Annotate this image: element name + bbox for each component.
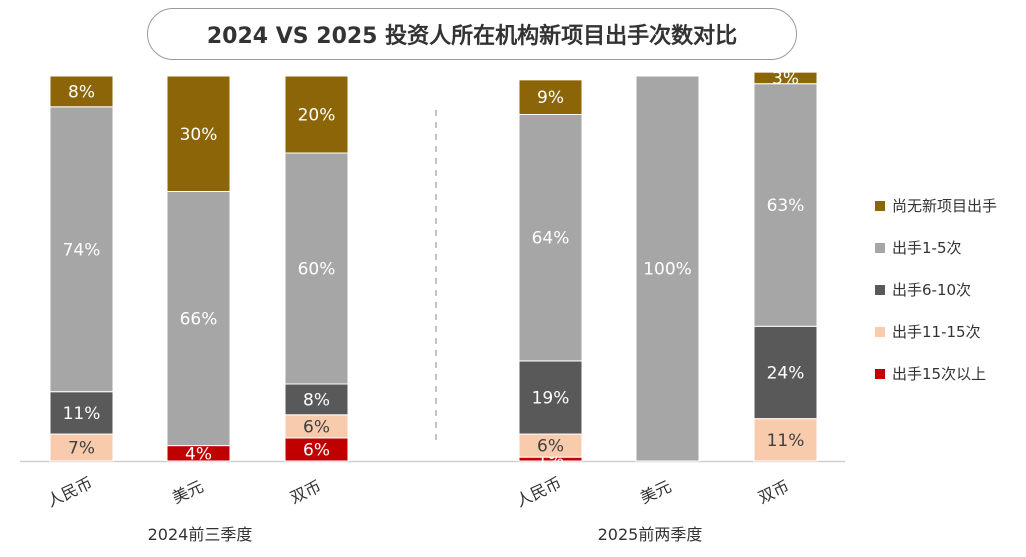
bar-segment [753,418,818,462]
bar-segment [49,106,114,393]
data-label: 66% [180,310,218,330]
category-tick-label: 美元 [169,477,206,508]
bar-segment [518,114,583,362]
legend-label: 尚无新项目出手 [892,197,998,215]
bar-segment [518,79,583,115]
bar-segment [753,325,818,420]
data-label: 100% [643,260,692,280]
bar-segment [166,191,231,447]
data-label: 11% [63,404,101,424]
group-label: 2024前三季度 [148,525,253,544]
data-label: 20% [298,106,336,126]
group-label: 2025前两季度 [598,525,703,544]
bar-segment [166,75,231,192]
legend-swatch [875,326,885,337]
chart-title: 2024 VS 2025 投资人所在机构新项目出手次数对比 [147,8,797,60]
data-label: 3% [772,69,799,89]
data-label: 11% [767,431,805,451]
data-label: 8% [68,82,95,102]
data-label: 30% [180,125,218,145]
bar-segment [518,360,583,435]
category-tick-label: 双币 [287,477,324,508]
bar-segment [753,71,818,85]
bar-segment [284,152,349,385]
legend-swatch [875,368,885,379]
bar-segment [49,433,114,462]
bar-segment [49,75,114,108]
data-label: 7% [68,439,95,459]
data-label: 24% [767,363,805,383]
data-label: 4% [185,444,212,464]
data-label: 6% [303,417,330,437]
legend-label: 出手11-15次 [892,323,981,341]
category-tick-label: 双币 [755,477,792,508]
legend-item: 出手1-5次 [875,237,997,258]
data-label: 74% [63,240,101,260]
data-label: 8% [303,390,330,410]
legend-item: 出手15次以上 [875,363,997,384]
category-tick-label: 人民币 [513,473,565,511]
legend-swatch [875,284,885,295]
data-label: 19% [532,388,570,408]
bar-segment [753,83,818,327]
bar-segment [284,383,349,416]
bar-segment [635,75,700,462]
data-label: 9% [537,88,564,108]
data-label: 6% [537,437,564,457]
category-tick-label: 人民币 [44,473,96,511]
legend-item: 出手11-15次 [875,321,997,342]
legend-item: 出手6-10次 [875,279,997,300]
legend-swatch [875,200,885,211]
data-label: 63% [767,196,805,216]
legend: 尚无新项目出手 出手1-5次 出手6-10次 出手11-15次 出手15次以上 [875,195,997,405]
legend-label: 出手15次以上 [892,365,987,383]
legend-label: 出手1-5次 [892,239,962,257]
data-label: 60% [298,260,336,280]
legend-item: 尚无新项目出手 [875,195,997,216]
legend-swatch [875,242,885,253]
bar-segment [284,75,349,154]
data-label: 64% [532,229,570,249]
legend-label: 出手6-10次 [892,281,972,299]
data-label: 6% [303,440,330,460]
category-tick-label: 美元 [637,477,674,508]
